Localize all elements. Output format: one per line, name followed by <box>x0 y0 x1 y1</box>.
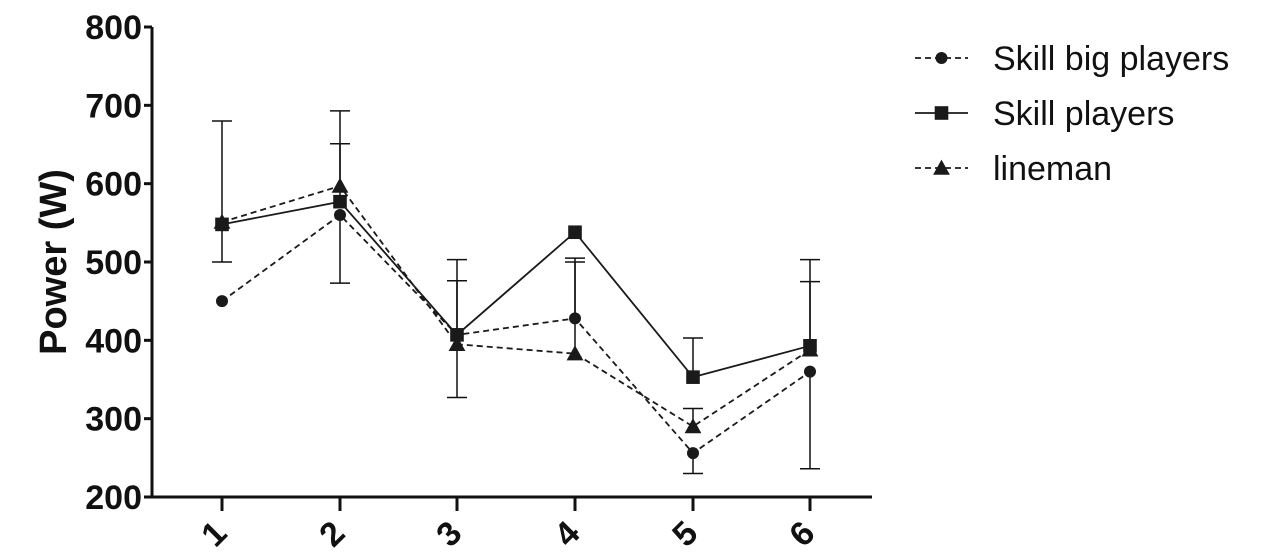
series-lines <box>221 184 811 455</box>
legend: Skill big players Skill players lineman <box>915 40 1229 188</box>
y-axis-label: Power (W) <box>33 169 75 355</box>
y-tick-label: 200 <box>85 479 142 517</box>
data-point <box>687 447 699 460</box>
x-tick-label: 5 <box>665 514 705 554</box>
error-bars <box>212 110 820 475</box>
series-line <box>221 213 811 455</box>
data-point <box>216 295 228 308</box>
data-point <box>569 312 581 325</box>
data-point <box>568 225 582 240</box>
x-tick-label: 6 <box>782 514 822 554</box>
data-point <box>450 328 464 342</box>
data-point <box>334 209 346 221</box>
data-point <box>448 335 466 351</box>
data-point <box>686 370 700 384</box>
y-tick-label: 800 <box>85 9 142 47</box>
x-tick-label: 1 <box>194 514 234 554</box>
legend-marker <box>934 106 949 120</box>
legend-label: Skill big players <box>993 40 1229 78</box>
data-point <box>684 418 702 434</box>
y-tick-label: 300 <box>85 401 142 439</box>
series-line <box>221 200 811 379</box>
x-tick-label: 3 <box>429 514 469 554</box>
x-tick-label: 2 <box>312 514 352 554</box>
legend-marker <box>935 52 948 64</box>
series-markers <box>213 177 819 460</box>
y-tick-label: 400 <box>85 322 142 360</box>
data-point <box>804 365 816 378</box>
data-point <box>801 341 819 357</box>
x-tick-label: 4 <box>547 514 587 554</box>
legend-label: Skill players <box>993 95 1174 133</box>
data-point <box>566 345 584 361</box>
data-point <box>333 194 347 209</box>
y-tick-label: 500 <box>85 244 142 282</box>
axes: 200 300 400 500 600 700 800 1 2 3 4 5 6 <box>85 9 872 554</box>
series-line <box>221 184 811 428</box>
data-point <box>213 213 231 229</box>
y-tick-label: 700 <box>85 87 142 125</box>
data-point <box>331 177 349 193</box>
legend-marker <box>933 159 950 175</box>
legend-label: lineman <box>993 150 1112 188</box>
y-tick-label: 600 <box>85 166 142 204</box>
